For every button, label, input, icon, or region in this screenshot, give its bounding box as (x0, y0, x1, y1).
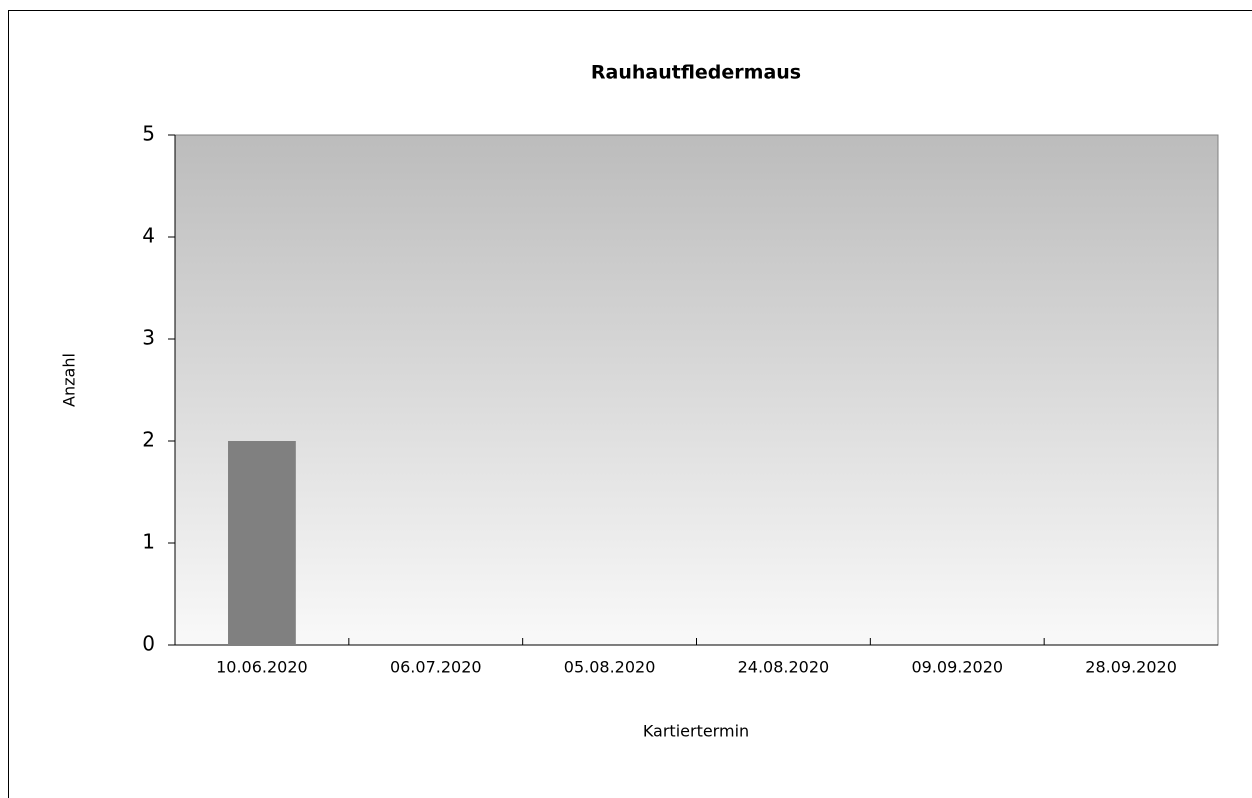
plot-area (174, 134, 1219, 646)
x-tick-label: 09.09.2020 (911, 658, 1003, 677)
y-tick-label: 1 (142, 530, 155, 554)
y-axis-label: Anzahl (60, 353, 79, 407)
y-tick-label: 2 (142, 428, 155, 452)
x-tick-label: 28.09.2020 (1085, 658, 1177, 677)
x-tick-label: 05.08.2020 (564, 658, 656, 677)
x-axis-label: Kartiertermin (643, 722, 749, 741)
x-tick-label: 10.06.2020 (216, 658, 308, 677)
bar (228, 441, 296, 645)
y-tick-label: 4 (142, 224, 155, 248)
chart-title: Rauhautfledermaus (591, 62, 801, 84)
x-tick-label: 24.08.2020 (738, 658, 830, 677)
y-tick-label: 3 (142, 326, 155, 350)
y-tick-label: 5 (142, 122, 155, 146)
y-tick-label: 0 (142, 632, 155, 656)
x-tick-label: 06.07.2020 (390, 658, 482, 677)
